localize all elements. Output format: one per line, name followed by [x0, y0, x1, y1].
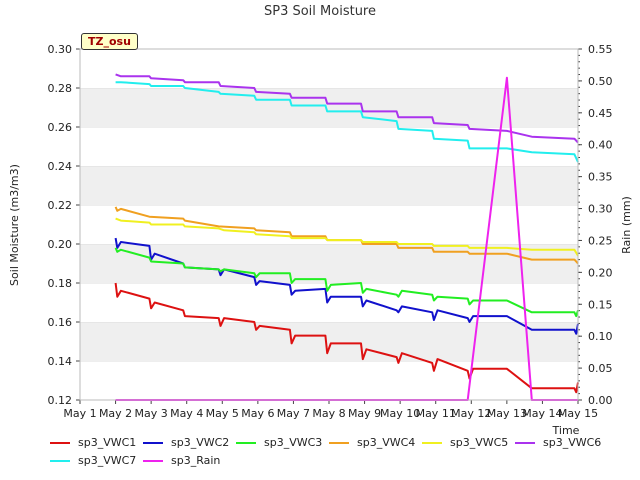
y-tick-label: 0.26	[48, 121, 73, 134]
legend-item: sp3_VWC3	[236, 436, 322, 449]
grid-band	[80, 322, 578, 361]
y2-tick-label: 0.45	[588, 107, 613, 120]
grid-band	[80, 166, 578, 205]
background-bands	[80, 48, 578, 400]
grid-band	[80, 361, 578, 400]
legend-swatch	[50, 441, 70, 444]
x-tick-label: May 9	[348, 407, 381, 420]
y2-tick-label: 0.00	[588, 394, 613, 407]
y2-tick-label: 0.55	[588, 43, 613, 56]
legend-label: sp3_VWC7	[78, 454, 137, 467]
y2-axis-ticks: 0.00 0.05 0.10 0.15 0.20 0.25 0.30 0.35 0.40 0.45…	[578, 43, 613, 407]
x-tick-label: May 13	[487, 407, 527, 420]
legend-label: sp3_VWC4	[357, 436, 416, 449]
y-tick-label: 0.30	[48, 43, 73, 56]
site-badge: TZ_osu	[81, 33, 138, 50]
x-tick-label: May 4	[170, 407, 203, 420]
series-line-sp3_VWC7	[115, 81, 579, 163]
y-tick-label: 0.12	[48, 394, 73, 407]
y-tick-label: 0.16	[48, 316, 73, 329]
series-line-sp3_VWC5	[115, 217, 579, 257]
y2-tick-label: 0.40	[588, 139, 613, 152]
y-tick-label: 0.14	[48, 355, 73, 368]
y2-tick-label: 0.10	[588, 330, 613, 343]
y-axis-label: Soil Moisture (m3/m3)	[8, 164, 21, 286]
grid-band	[80, 127, 578, 166]
legend-label: sp3_Rain	[171, 454, 221, 467]
x-tick-label: May 1	[63, 407, 96, 420]
legend-item: sp3_VWC5	[422, 436, 508, 449]
series-line-sp3_VWC3	[114, 247, 579, 318]
legend-swatch	[143, 459, 163, 462]
x-tick-label: May 3	[135, 407, 168, 420]
legend-swatch	[143, 441, 163, 444]
y2-axis-label: Rain (mm)	[620, 196, 633, 254]
y-tick-label: 0.28	[48, 82, 73, 95]
y2-tick-label: 0.25	[588, 234, 613, 247]
y2-tick-label: 0.05	[588, 362, 613, 375]
y-axis-ticks: 0.12 0.14 0.16 0.18 0.20 0.22 0.24 0.26 0.28 0.30	[48, 43, 80, 407]
x-tick-label: May 12	[451, 407, 491, 420]
series-line-sp3_VWC6	[115, 73, 579, 144]
legend-item: sp3_VWC7	[50, 454, 136, 467]
y2-tick-label: 0.35	[588, 171, 613, 184]
x-tick-label: May 10	[380, 407, 420, 420]
y-tick-label: 0.22	[48, 199, 73, 212]
y2-tick-label: 0.50	[588, 75, 613, 88]
legend-swatch	[50, 459, 70, 462]
legend-label: sp3_VWC3	[264, 436, 323, 449]
legend-swatch	[515, 441, 535, 444]
grid-band	[80, 244, 578, 283]
x-tick-label: May 14	[522, 407, 562, 420]
y2-tick-label: 0.15	[588, 298, 613, 311]
legend-item: sp3_VWC1	[50, 436, 136, 449]
legend-item: sp3_VWC6	[515, 436, 601, 449]
chart-title: SP3 Soil Moisture	[264, 4, 376, 19]
series-lines	[114, 73, 579, 401]
grid-band	[80, 49, 578, 88]
legend-label: sp3_VWC2	[171, 436, 230, 449]
x-tick-label: May 8	[312, 407, 345, 420]
legend-label: sp3_VWC6	[543, 436, 602, 449]
x-tick-label: May 15	[558, 407, 598, 420]
x-axis-ticks: May 1 May 2 May 3 May 4 May 5 May 6 May 7 May 8…	[63, 400, 598, 420]
legend-swatch	[329, 441, 349, 444]
legend-label: sp3_VWC5	[450, 436, 509, 449]
legend-item: sp3_VWC2	[143, 436, 229, 449]
legend-swatch	[236, 441, 256, 444]
y-tick-label: 0.20	[48, 238, 73, 251]
y2-tick-label: 0.30	[588, 203, 613, 216]
legend-item: sp3_Rain	[143, 454, 220, 467]
plot-frame	[79, 48, 579, 401]
x-tick-label: May 7	[277, 407, 310, 420]
y-tick-label: 0.24	[48, 160, 73, 173]
x-tick-label: May 2	[99, 407, 132, 420]
x-tick-label: May 6	[241, 407, 274, 420]
y2-tick-label: 0.20	[588, 266, 613, 279]
legend-swatch	[422, 441, 442, 444]
x-tick-label: May 11	[416, 407, 456, 420]
legend-item: sp3_VWC4	[329, 436, 415, 449]
grid-band	[80, 88, 578, 127]
x-axis-label: Time	[552, 424, 580, 437]
y-tick-label: 0.18	[48, 277, 73, 290]
x-tick-label: May 5	[206, 407, 239, 420]
legend-label: sp3_VWC1	[78, 436, 137, 449]
